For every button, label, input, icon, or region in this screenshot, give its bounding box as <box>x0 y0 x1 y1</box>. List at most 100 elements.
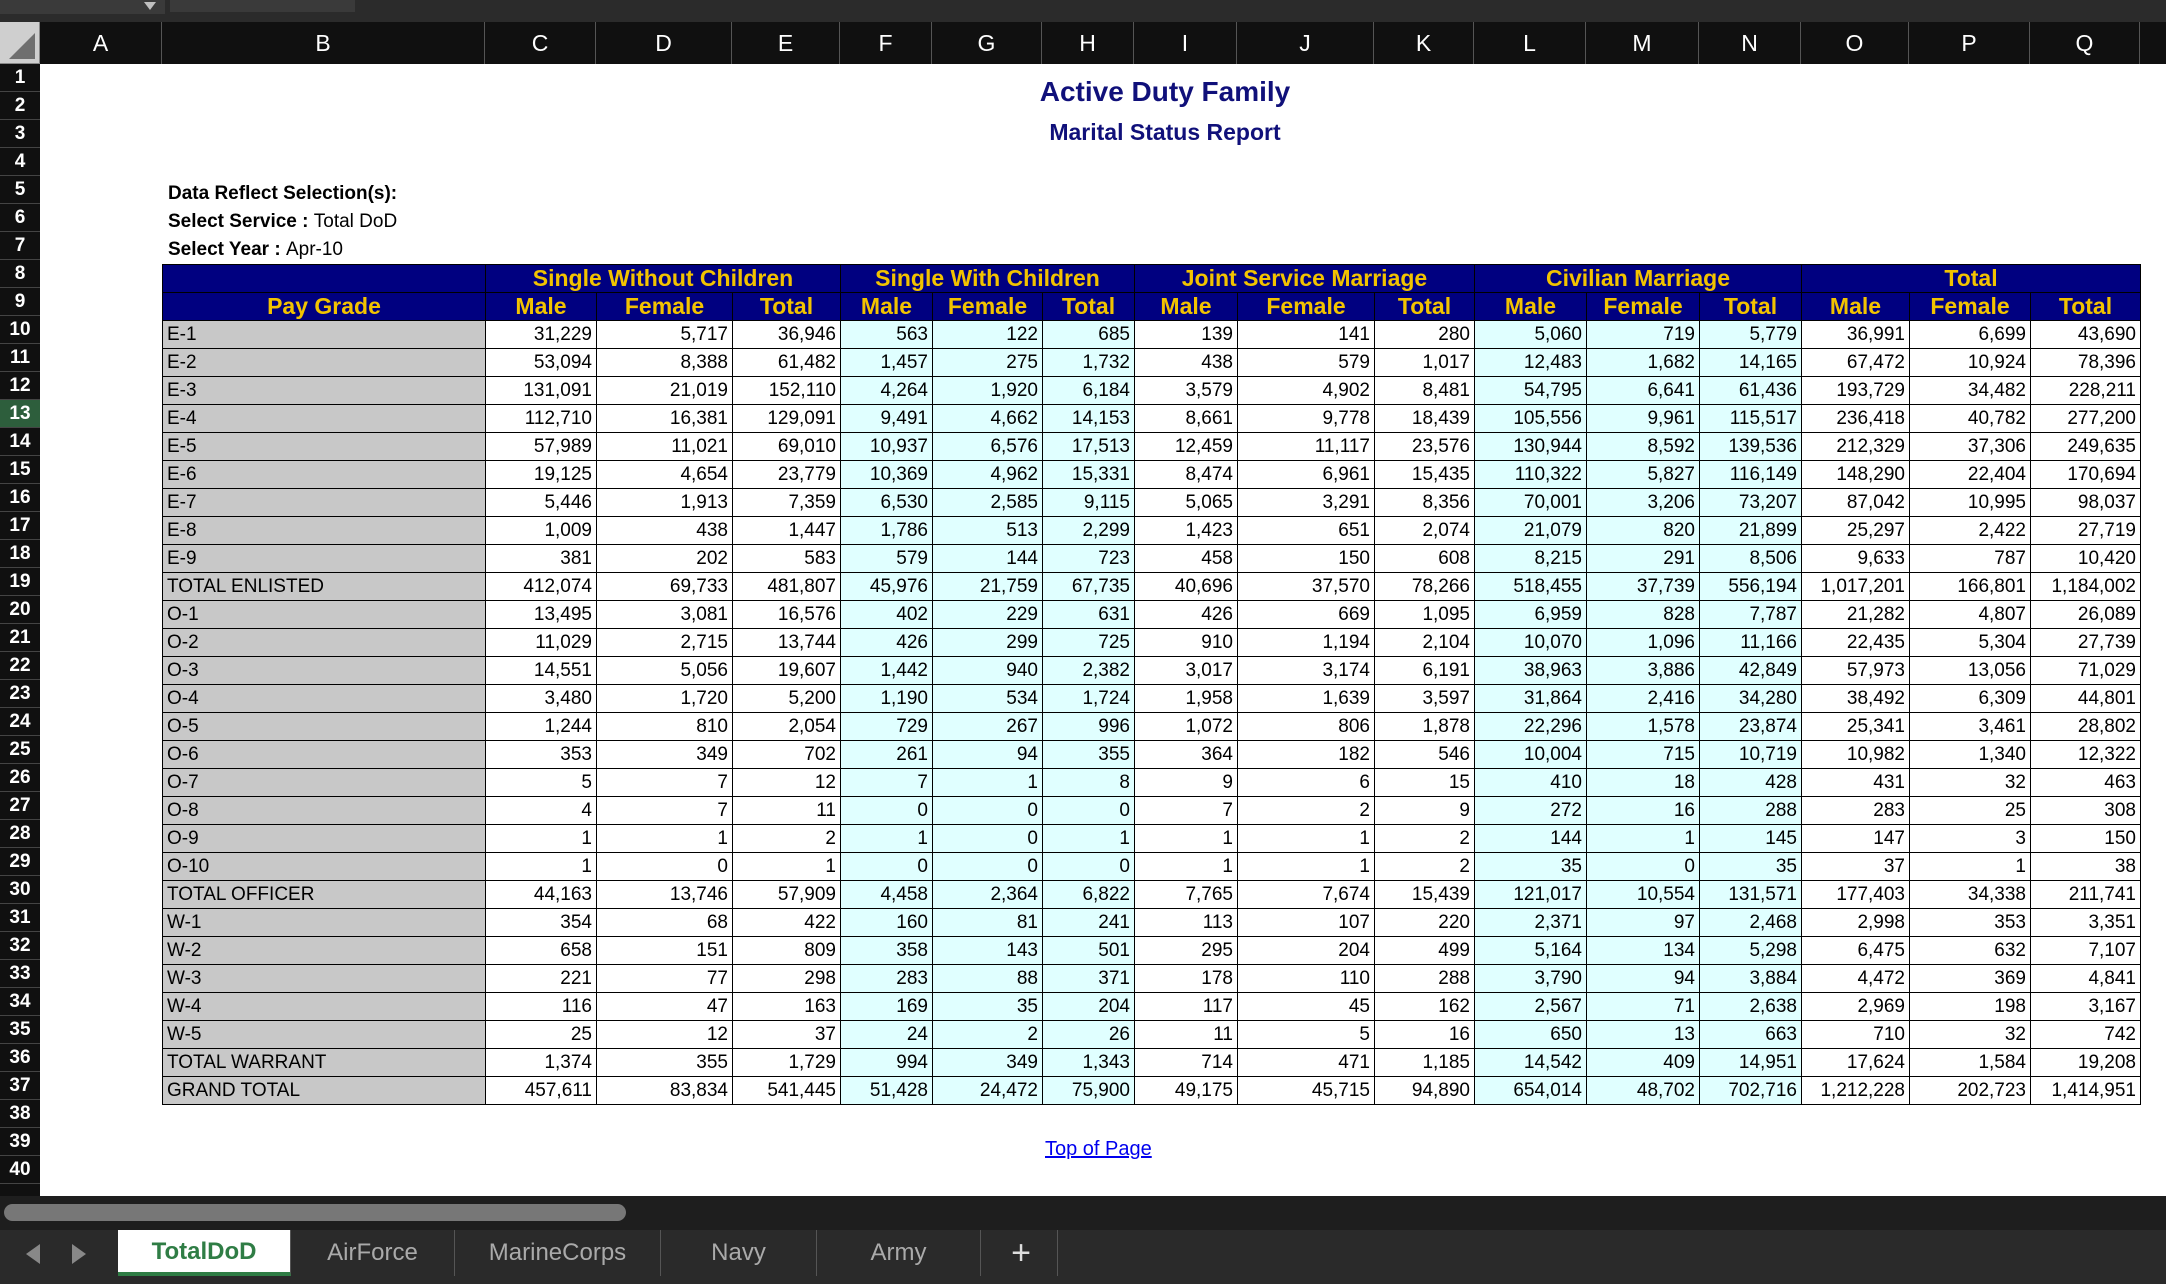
value-cell[interactable]: 1,913 <box>596 488 733 517</box>
value-cell[interactable]: 15,331 <box>1042 460 1135 489</box>
value-cell[interactable]: 994 <box>840 1048 933 1077</box>
value-cell[interactable]: 0 <box>1042 852 1135 881</box>
value-cell[interactable]: 49,175 <box>1134 1076 1238 1105</box>
value-cell[interactable]: 358 <box>840 936 933 965</box>
row-header-4[interactable]: 4 <box>0 148 40 176</box>
row-header-22[interactable]: 22 <box>0 652 40 680</box>
row-header-21[interactable]: 21 <box>0 624 40 652</box>
value-cell[interactable]: 9,778 <box>1237 404 1375 433</box>
value-cell[interactable]: 10,369 <box>840 460 933 489</box>
value-cell[interactable]: 1,017,201 <box>1801 572 1910 601</box>
value-cell[interactable]: 14,542 <box>1474 1048 1587 1077</box>
value-cell[interactable]: 131,091 <box>485 376 597 405</box>
value-cell[interactable]: 9,961 <box>1586 404 1700 433</box>
column-header-d[interactable]: D <box>596 22 732 64</box>
row-header-30[interactable]: 30 <box>0 876 40 904</box>
row-header-9[interactable]: 9 <box>0 288 40 316</box>
value-cell[interactable]: 725 <box>1042 628 1135 657</box>
value-cell[interactable]: 24 <box>840 1020 933 1049</box>
value-cell[interactable]: 116,149 <box>1699 460 1802 489</box>
value-cell[interactable]: 349 <box>932 1048 1043 1077</box>
value-cell[interactable]: 457,611 <box>485 1076 597 1105</box>
value-cell[interactable]: 5,056 <box>596 656 733 685</box>
value-cell[interactable]: 820 <box>1586 516 1700 545</box>
value-cell[interactable]: 6,530 <box>840 488 933 517</box>
value-cell[interactable]: 715 <box>1586 740 1700 769</box>
value-cell[interactable]: 4,962 <box>932 460 1043 489</box>
value-cell[interactable]: 70,001 <box>1474 488 1587 517</box>
value-cell[interactable]: 541,445 <box>732 1076 841 1105</box>
value-cell[interactable]: 139,536 <box>1699 432 1802 461</box>
value-cell[interactable]: 105,556 <box>1474 404 1587 433</box>
sheet-tab-army[interactable]: Army <box>817 1230 981 1276</box>
pay-grade-cell[interactable]: TOTAL ENLISTED <box>162 572 486 601</box>
value-cell[interactable]: 1,584 <box>1909 1048 2031 1077</box>
row-header-13[interactable]: 13 <box>0 400 40 428</box>
value-cell[interactable]: 11 <box>1134 1020 1238 1049</box>
value-cell[interactable]: 809 <box>732 936 841 965</box>
value-cell[interactable]: 650 <box>1474 1020 1587 1049</box>
pay-grade-cell[interactable]: O-2 <box>162 628 486 657</box>
value-cell[interactable]: 4,807 <box>1909 600 2031 629</box>
value-cell[interactable]: 4,841 <box>2030 964 2141 993</box>
name-box[interactable] <box>0 0 165 14</box>
pay-grade-cell[interactable]: E-7 <box>162 488 486 517</box>
value-cell[interactable]: 143 <box>932 936 1043 965</box>
value-cell[interactable]: 1 <box>1134 824 1238 853</box>
chevron-down-icon[interactable] <box>144 2 156 10</box>
value-cell[interactable]: 7,787 <box>1699 600 1802 629</box>
value-cell[interactable]: 148,290 <box>1801 460 1910 489</box>
value-cell[interactable]: 7 <box>1134 796 1238 825</box>
value-cell[interactable]: 5 <box>485 768 597 797</box>
column-header-g[interactable]: G <box>932 22 1042 64</box>
value-cell[interactable]: 166,801 <box>1909 572 2031 601</box>
value-cell[interactable]: 241 <box>1042 908 1135 937</box>
pay-grade-cell[interactable]: O-4 <box>162 684 486 713</box>
value-cell[interactable]: 702,716 <box>1699 1076 1802 1105</box>
value-cell[interactable]: 353 <box>485 740 597 769</box>
value-cell[interactable]: 178 <box>1134 964 1238 993</box>
value-cell[interactable]: 16 <box>1586 796 1700 825</box>
column-header-o[interactable]: O <box>1801 22 1909 64</box>
value-cell[interactable]: 15,439 <box>1374 880 1475 909</box>
value-cell[interactable]: 1 <box>485 852 597 881</box>
value-cell[interactable]: 8,506 <box>1699 544 1802 573</box>
value-cell[interactable]: 371 <box>1042 964 1135 993</box>
column-header-f[interactable]: F <box>840 22 932 64</box>
row-header-39[interactable]: 39 <box>0 1128 40 1156</box>
value-cell[interactable]: 275 <box>932 348 1043 377</box>
value-cell[interactable]: 2,998 <box>1801 908 1910 937</box>
value-cell[interactable]: 0 <box>932 796 1043 825</box>
value-cell[interactable]: 1 <box>1042 824 1135 853</box>
value-cell[interactable]: 12,483 <box>1474 348 1587 377</box>
value-cell[interactable]: 4 <box>485 796 597 825</box>
value-cell[interactable]: 0 <box>932 852 1043 881</box>
value-cell[interactable]: 236,418 <box>1801 404 1910 433</box>
value-cell[interactable]: 83,834 <box>596 1076 733 1105</box>
row-header-26[interactable]: 26 <box>0 764 40 792</box>
value-cell[interactable]: 78,266 <box>1374 572 1475 601</box>
value-cell[interactable]: 2,585 <box>932 488 1043 517</box>
select-all-button[interactable] <box>0 22 40 64</box>
value-cell[interactable]: 81 <box>932 908 1043 937</box>
value-cell[interactable]: 2,969 <box>1801 992 1910 1021</box>
value-cell[interactable]: 280 <box>1374 320 1475 349</box>
row-header-8[interactable]: 8 <box>0 260 40 288</box>
value-cell[interactable]: 134 <box>1586 936 1700 965</box>
value-cell[interactable]: 249,635 <box>2030 432 2141 461</box>
value-cell[interactable]: 160 <box>840 908 933 937</box>
value-cell[interactable]: 1 <box>1237 824 1375 853</box>
value-cell[interactable]: 10,719 <box>1699 740 1802 769</box>
value-cell[interactable]: 34,280 <box>1699 684 1802 713</box>
value-cell[interactable]: 23,779 <box>732 460 841 489</box>
value-cell[interactable]: 9,491 <box>840 404 933 433</box>
value-cell[interactable]: 11 <box>732 796 841 825</box>
value-cell[interactable]: 16,381 <box>596 404 733 433</box>
value-cell[interactable]: 806 <box>1237 712 1375 741</box>
value-cell[interactable]: 115,517 <box>1699 404 1802 433</box>
value-cell[interactable]: 710 <box>1801 1020 1910 1049</box>
value-cell[interactable]: 2 <box>932 1020 1043 1049</box>
value-cell[interactable]: 2,299 <box>1042 516 1135 545</box>
value-cell[interactable]: 6,309 <box>1909 684 2031 713</box>
value-cell[interactable]: 632 <box>1909 936 2031 965</box>
